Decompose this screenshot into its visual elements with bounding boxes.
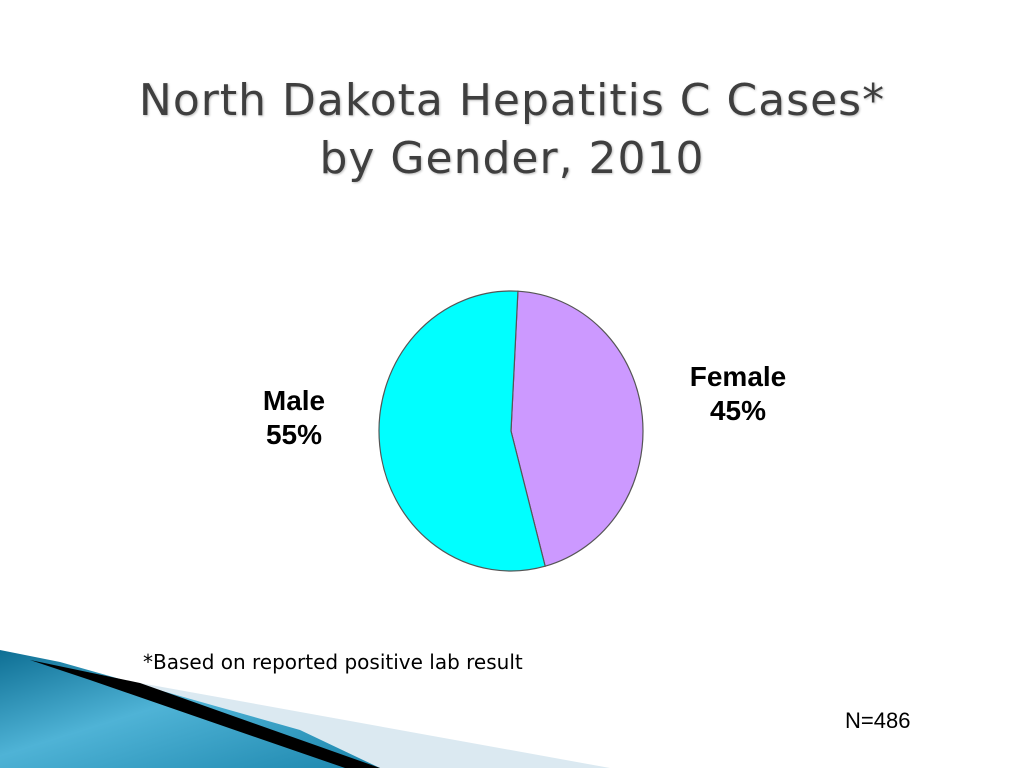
pie-slices (378, 290, 644, 572)
male-slice-label: Male 55% (238, 384, 350, 452)
female-label-value: 45% (709, 395, 767, 426)
female-label-name: Female (689, 361, 787, 392)
female-slice-label: Female 45% (668, 360, 808, 428)
sample-size-label: N=486 (845, 708, 911, 733)
male-label-name: Male (262, 385, 326, 416)
pie-slice-male (378, 290, 546, 572)
title-line-1: North Dakota Hepatitis C Cases* (138, 75, 886, 126)
male-label-value: 55% (265, 419, 323, 450)
title-line-2: by Gender, 2010 (319, 133, 705, 184)
decoration-dark-stripe (30, 660, 380, 768)
slide-title: North Dakota Hepatitis C Cases* by Gende… (0, 72, 1024, 188)
footnote: *Based on reported positive lab result (143, 650, 523, 674)
pie-slice-female (510, 290, 644, 567)
